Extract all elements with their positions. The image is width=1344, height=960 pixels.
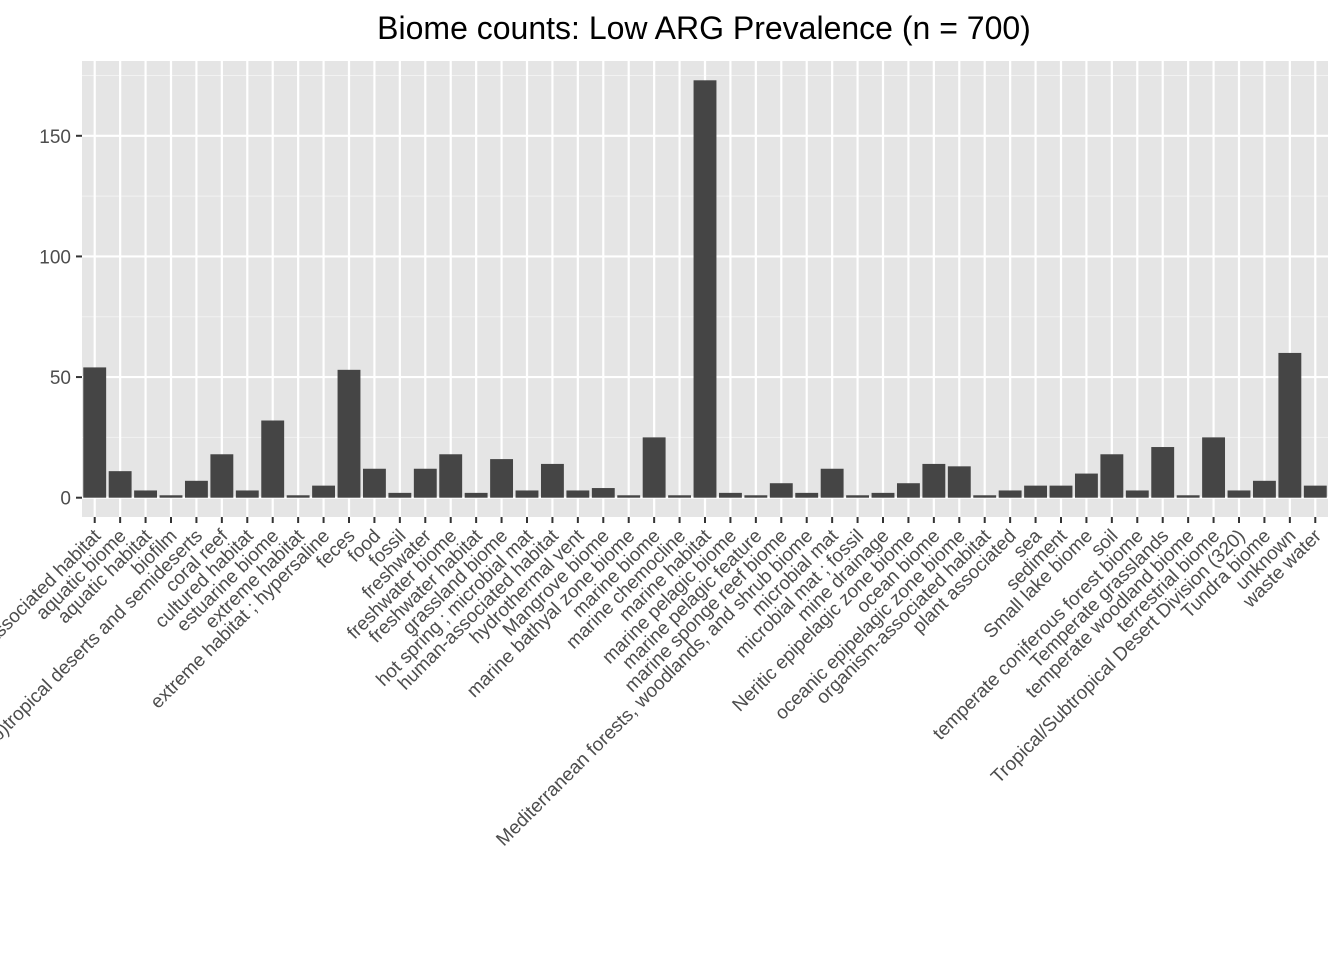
- bar: [312, 485, 336, 498]
- bar: [769, 483, 793, 498]
- bar: [998, 490, 1022, 498]
- bar: [1176, 495, 1200, 498]
- bar: [1100, 454, 1124, 498]
- bar: [1252, 480, 1276, 498]
- bar: [388, 492, 412, 498]
- major-gridlines: [82, 61, 1328, 517]
- bar: [1278, 352, 1302, 498]
- bar: [134, 490, 158, 498]
- bar: [464, 492, 488, 498]
- bar: [896, 483, 920, 498]
- bar: [718, 492, 742, 498]
- bar: [159, 495, 183, 498]
- chart-title: Biome counts: Low ARG Prevalence (n = 70…: [377, 10, 1031, 46]
- bar: [1151, 447, 1175, 498]
- bar: [83, 367, 107, 498]
- bar: [566, 490, 590, 498]
- y-tick-label: 0: [60, 489, 71, 510]
- bar: [184, 480, 208, 498]
- y-tick-label: 150: [39, 127, 71, 148]
- bar: [744, 495, 768, 498]
- bar: [973, 495, 997, 498]
- bar: [922, 463, 946, 498]
- bar: [693, 80, 717, 498]
- bar: [210, 454, 234, 498]
- bar: [1024, 485, 1048, 498]
- bar: [1049, 485, 1073, 498]
- bar: [668, 495, 692, 498]
- bar: [846, 495, 870, 498]
- bar: [1303, 485, 1327, 498]
- bar: [1202, 437, 1226, 498]
- bar: [362, 468, 386, 498]
- y-tick-label: 100: [39, 247, 71, 268]
- bar: [261, 420, 285, 498]
- bar: [439, 454, 463, 498]
- bar: [617, 495, 641, 498]
- bar: [871, 492, 895, 498]
- bar: [820, 468, 844, 498]
- bars: [83, 80, 1327, 498]
- bar: [337, 369, 361, 498]
- bar: [1074, 473, 1098, 498]
- bar: [947, 466, 971, 498]
- bar: [795, 492, 819, 498]
- bar: [108, 471, 132, 498]
- bar: [642, 437, 666, 498]
- bar: [413, 468, 437, 498]
- bar: [490, 459, 514, 498]
- bar: [286, 495, 310, 498]
- bar: [1227, 490, 1251, 498]
- bar: [1125, 490, 1149, 498]
- bar: [540, 463, 564, 498]
- bar: [591, 488, 615, 498]
- y-axis: 0 50 100 150: [39, 127, 82, 510]
- bar: [235, 490, 259, 498]
- bar: [515, 490, 539, 498]
- y-tick-label: 50: [50, 368, 71, 389]
